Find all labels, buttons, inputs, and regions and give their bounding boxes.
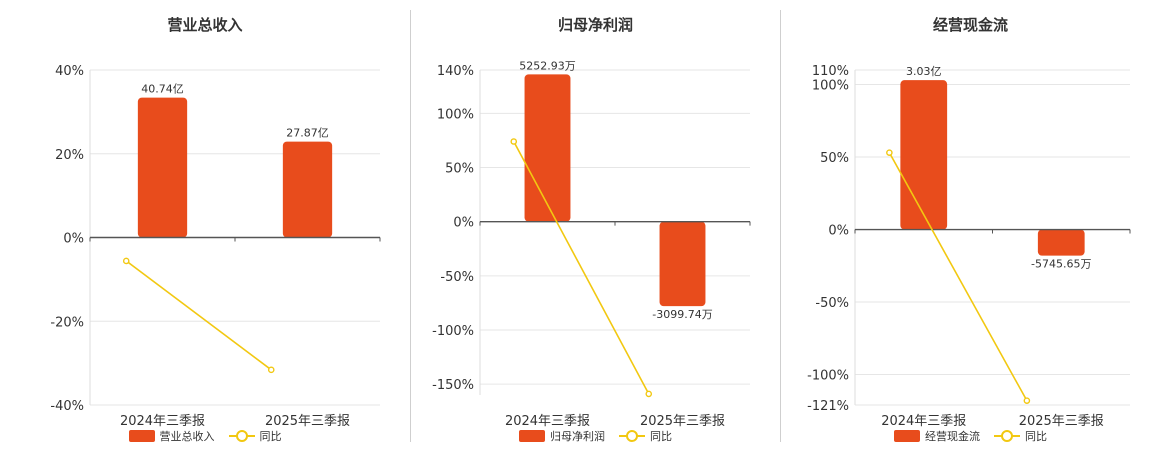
bar-data-label: -5745.65万	[1031, 258, 1091, 271]
y-tick-label: 50%	[820, 151, 849, 166]
bar	[900, 80, 948, 230]
legend-line-swatch	[619, 430, 645, 442]
bar	[137, 97, 188, 238]
y-tick-label: 50%	[445, 162, 474, 177]
y-tick-label: -20%	[50, 315, 84, 330]
legend: 归母净利润 同比	[411, 428, 780, 444]
chart-title: 归母净利润	[557, 16, 633, 34]
bar	[1037, 229, 1085, 256]
chart-panel-cashflow: 经营现金流 110% 100% 50% 0% -50% -100% -121% 3.03亿 -5…	[781, 0, 1160, 450]
y-tick-label: -100%	[432, 324, 474, 339]
chart-panel-revenue: 营业总收入 40% 20% 0% -20% -40% 40.74亿 27.87亿 2024年三…	[0, 0, 410, 450]
y-tick-label: -50%	[815, 296, 849, 311]
legend-line-label: 同比	[259, 430, 282, 443]
line-point	[510, 138, 518, 145]
bar	[282, 141, 333, 238]
y-tick-label: -50%	[440, 270, 474, 285]
x-tick-label: 2024年三季报	[120, 414, 205, 429]
chart-panel-net-profit: 归母净利润 140% 100% 50% 0% -50% -100% -150% 5252.93…	[411, 0, 780, 450]
y-tick-label: -100%	[807, 369, 849, 384]
y-tick-label: -121%	[807, 399, 849, 414]
x-tick-label: 2025年三季报	[265, 414, 350, 429]
bar-data-label: -3099.74万	[652, 308, 712, 321]
legend: 经营现金流 同比	[781, 428, 1160, 444]
bar-data-label: 5252.93万	[519, 59, 576, 72]
bar	[524, 74, 571, 222]
line-point	[645, 390, 653, 398]
legend-line-swatch	[228, 430, 255, 442]
line-point	[1023, 397, 1031, 404]
x-tick-label: 2025年三季报	[640, 414, 725, 429]
chart-title: 营业总收入	[167, 16, 243, 34]
line-point	[122, 257, 130, 265]
y-tick-label: 0%	[828, 224, 849, 239]
legend-bar-swatch	[894, 430, 920, 442]
legend-bar-label: 经营现金流	[925, 430, 980, 443]
y-tick-label: 100%	[437, 107, 474, 122]
x-tick-label: 2024年三季报	[505, 414, 590, 429]
y-tick-label: 100%	[812, 79, 849, 94]
bar	[659, 221, 706, 307]
x-tick-label: 2025年三季报	[1019, 414, 1104, 429]
x-tick-label: 2024年三季报	[881, 414, 966, 429]
y-tick-label: 110%	[812, 64, 849, 79]
chart-title: 经营现金流	[932, 16, 1008, 34]
line-point	[267, 366, 275, 374]
line-series	[513, 141, 650, 395]
legend-line-label: 同比	[1025, 430, 1047, 443]
panel-divider	[780, 10, 781, 442]
y-tick-label: 20%	[55, 148, 84, 163]
line-point	[886, 149, 893, 156]
line-series	[888, 152, 1028, 402]
y-tick-label: 0%	[63, 232, 84, 247]
legend-bar-label: 归母净利润	[550, 430, 605, 443]
y-tick-label: -40%	[50, 399, 84, 414]
chart-net-profit: 140% 100% 50% 0% -50% -100% -150% 5252.93万 -3099…	[432, 59, 751, 429]
y-tick-label: 140%	[437, 64, 474, 79]
legend-bar-label: 营业总收入	[159, 430, 215, 443]
bar-data-label: 27.87亿	[286, 127, 329, 140]
bar-data-label: 40.74亿	[141, 83, 184, 96]
line-series	[125, 260, 272, 371]
legend-bar-swatch	[128, 430, 155, 442]
y-tick-label: 40%	[55, 64, 84, 79]
legend-bar-swatch	[519, 430, 545, 442]
legend-line-swatch	[994, 430, 1020, 442]
chart-revenue: 40% 20% 0% -20% -40% 40.74亿 27.87亿 2024年三季报 2025…	[50, 64, 381, 429]
panel-divider	[410, 10, 411, 442]
bar-data-label: 3.03亿	[906, 65, 942, 78]
legend-line-label: 同比	[650, 430, 672, 443]
chart-cashflow: 110%100% 50% 0% -50% -100% -121% 3.03亿 -5745.65…	[807, 64, 1131, 429]
y-tick-label: 0%	[453, 216, 474, 231]
y-tick-label: -150%	[432, 378, 474, 393]
legend: 营业总收入 同比	[0, 428, 410, 444]
